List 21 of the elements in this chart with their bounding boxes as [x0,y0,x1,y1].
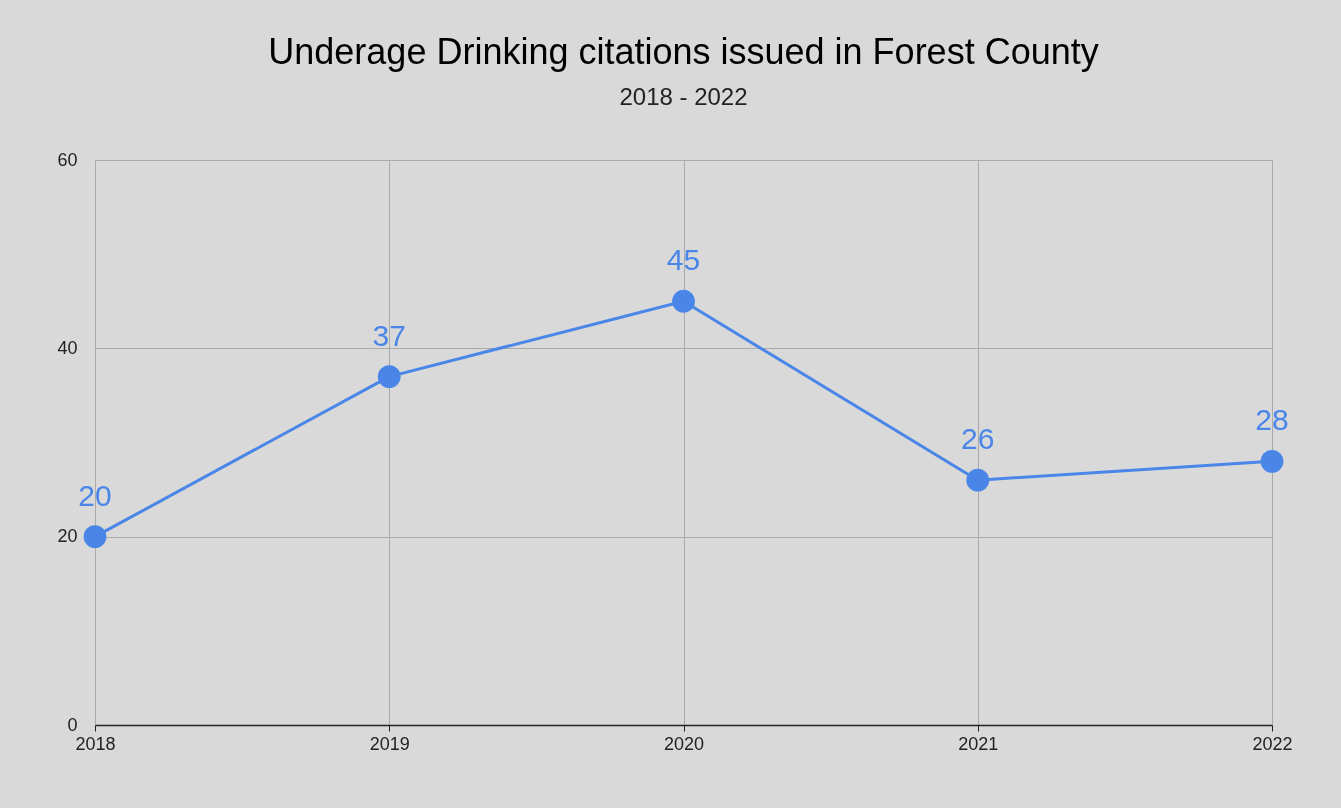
data-label: 45 [666,243,701,277]
x-tick-label: 2021 [958,733,999,754]
y-tick-label: 40 [57,337,78,358]
point [1260,449,1284,473]
data-label: 26 [961,422,995,456]
data-label: 28 [1255,403,1289,437]
point [377,365,401,388]
x-tick-label: 2018 [75,733,116,754]
x-tick-label: 2019 [369,733,410,754]
point [966,468,990,492]
y-tick-label: 0 [67,714,78,735]
chart-title: Underage Drinking citations issued in Forest County [268,31,1099,72]
y-tick-label: 60 [57,149,78,170]
y-tick-label: 20 [57,526,78,547]
data-label: 37 [372,318,406,352]
chart-subtitle: 2018 - 2022 [619,83,748,110]
point [83,525,107,549]
x-tick-label: 2020 [663,733,705,754]
x-tick-label: 2022 [1252,733,1293,754]
data-label: 20 [78,478,112,512]
point [672,289,695,313]
